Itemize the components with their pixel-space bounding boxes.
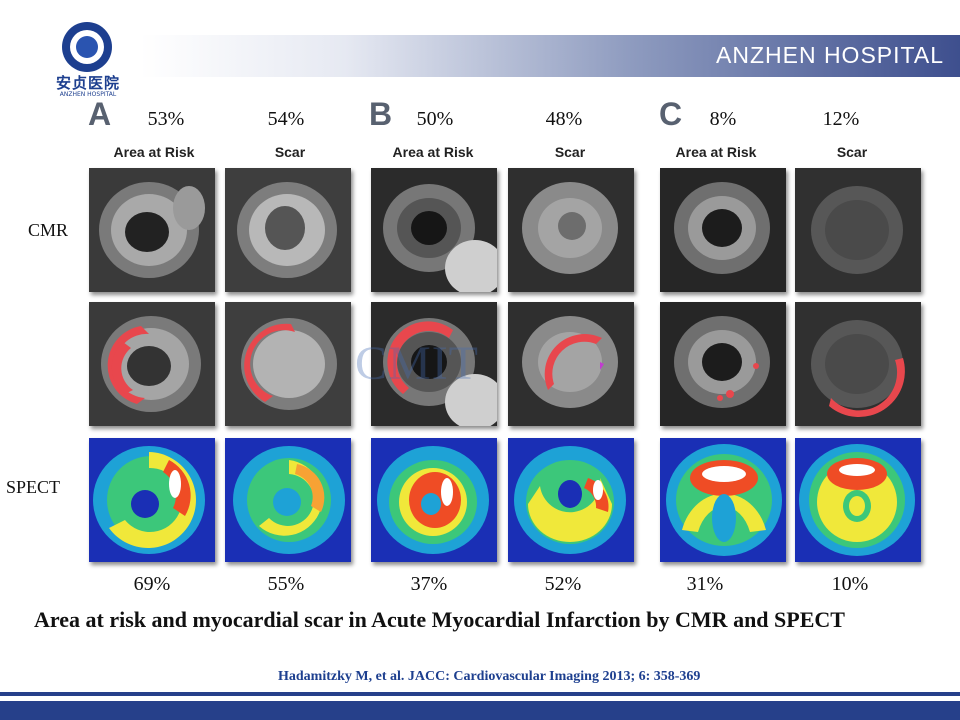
panel-c-cmr-area-at-risk-percent: 8% — [709, 108, 737, 130]
panel-a-spect-area-at-risk-percent: 69% — [133, 573, 171, 595]
cmr-image-c-area-at-risk — [660, 168, 786, 292]
row-label-spect: SPECT — [6, 477, 61, 497]
panel-a-cmr-area-at-risk-percent: 53% — [147, 108, 185, 130]
row-label-cmr: CMR — [28, 220, 69, 240]
slide-caption: Area at risk and myocardial scar in Acut… — [34, 607, 845, 632]
spect-image-a-area-at-risk — [89, 438, 215, 562]
panel-c-letter: C — [659, 96, 683, 132]
cmr-image-c-scar — [795, 168, 921, 292]
cmr-image-b-scar — [508, 168, 634, 292]
cmr-overlay-image-a-scar — [225, 302, 351, 426]
spect-image-c-scar — [795, 438, 921, 562]
footer-divider — [0, 692, 960, 696]
cmr-overlay-image-c-scar — [795, 302, 921, 426]
title-banner: ANZHEN HOSPITAL — [140, 35, 960, 77]
cmr-image-b-area-at-risk — [371, 168, 497, 292]
panel-a-scar-label: Scar — [274, 144, 306, 160]
panel-b-spect-area-at-risk-percent: 37% — [410, 573, 448, 595]
watermark-text: CMIT — [355, 337, 479, 390]
panel-b-cmr-area-at-risk-percent: 50% — [416, 108, 454, 130]
panel-c-spect-scar-percent: 10% — [831, 573, 869, 595]
panel-b-cmr-scar-percent: 48% — [545, 108, 583, 130]
panel-a-area-at-risk-label: Area at Risk — [113, 144, 195, 160]
panel-b-area-at-risk-label: Area at Risk — [392, 144, 474, 160]
cmr-image-a-area-at-risk — [89, 168, 215, 292]
footer-bar — [0, 701, 960, 720]
panel-c-spect-area-at-risk-percent: 31% — [686, 573, 724, 595]
citation: Hadamitzky M, et al. JACC: Cardiovascula… — [278, 669, 701, 684]
cmr-image-a-scar — [225, 168, 351, 292]
cmr-overlay-image-a-area-at-risk — [89, 302, 215, 426]
panel-c-cmr-scar-percent: 12% — [822, 108, 860, 130]
panel-a-letter: A — [88, 96, 112, 132]
panel-b-spect-scar-percent: 52% — [544, 573, 582, 595]
panel-a-spect-scar-percent: 55% — [267, 573, 305, 595]
panel-c-scar-label: Scar — [836, 144, 868, 160]
hospital-seal-icon — [62, 22, 112, 72]
cmr-overlay-image-c-area-at-risk — [660, 302, 786, 426]
panel-a-cmr-scar-percent: 54% — [267, 108, 305, 130]
cmr-overlay-image-b-scar — [508, 302, 634, 426]
logo-chinese-text: 安贞医院 — [55, 74, 120, 92]
hospital-logo: 安贞医院 ANZHEN HOSPITAL — [44, 20, 132, 100]
panel-b-scar-label: Scar — [554, 144, 586, 160]
banner-title: ANZHEN HOSPITAL — [716, 42, 944, 68]
panel-c-area-at-risk-label: Area at Risk — [675, 144, 757, 160]
spect-image-b-scar — [508, 438, 634, 562]
spect-image-a-scar — [225, 438, 351, 562]
spect-image-c-area-at-risk — [660, 438, 786, 562]
cmr-overlay-image-b-area-at-risk — [371, 302, 497, 426]
panel-b-letter: B — [369, 96, 393, 132]
spect-image-b-area-at-risk — [371, 438, 497, 562]
logo-english-text: ANZHEN HOSPITAL — [59, 91, 117, 98]
